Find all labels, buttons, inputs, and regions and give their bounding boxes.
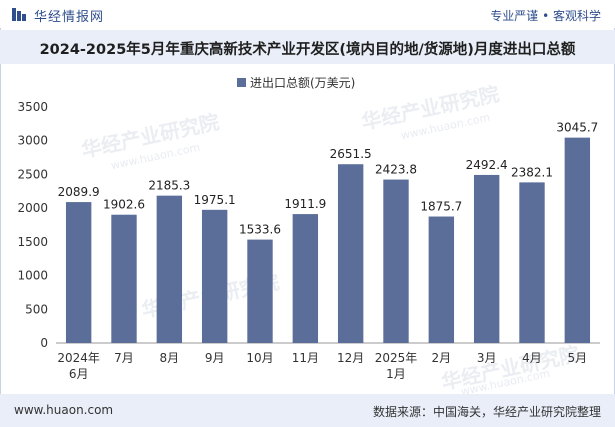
bar [201,209,228,343]
bar [428,216,455,343]
bar-value-label: 1875.7 [420,200,462,214]
x-tick-label-line: 10月 [246,351,273,365]
x-tick-label-line: 9月 [205,351,225,365]
brand-name: 华经情报网 [34,10,105,25]
bar [292,214,319,343]
top-bar: 华经情报网 专业严谨 • 客观科学 [0,0,615,28]
value-labels: 2089.9 2024年 6月 1902.6 7月 2185.3 8月 1975.1 9月 153… [57,121,598,381]
bar [519,182,545,343]
legend-label: 进出口总额(万美元) [250,76,355,90]
x-tick-label-line: 11月 [292,351,319,365]
logo-icon [12,8,26,21]
bar-value-label: 1975.1 [194,193,236,207]
footer: www.huaon.com 数据来源：中国海关，华经产业研究院整理 [0,394,615,427]
y-tick-label: 2000 [17,201,48,215]
x-tick-label: 5月 [568,351,588,365]
legend: 进出口总额(万美元) [237,76,355,90]
x-tick-label: 9月 [205,351,225,365]
bar [383,179,409,343]
axes: 0 500 1000 1500 2000 2500 3000 3500 [17,100,600,350]
x-tick-label-line: 2024年 [57,351,100,365]
y-tick-label: 0 [40,336,48,350]
bar [65,202,92,343]
x-tick-label: 4月 [522,351,542,365]
x-tick-label-line: 7月 [114,351,134,365]
y-tick-label: 1500 [17,235,48,249]
bar [247,239,273,343]
x-tick-label: 7月 [114,351,134,365]
x-tick-label: 10月 [246,351,273,365]
bar [337,164,364,343]
title-band: 2024-2025年5月年重庆高新技术产业开发区(境内目的地/货源地)月度进出口… [0,30,615,64]
x-tick-label: 12月 [337,351,364,365]
bar-value-label: 1533.6 [239,223,281,237]
y-tick-label: 500 [25,302,48,316]
chart-title: 2024-2025年5月年重庆高新技术产业开发区(境内目的地/货源地)月度进出口… [39,42,576,58]
bars [65,137,591,343]
bar-value-label: 2089.9 [58,185,100,199]
x-tick-label: 2025年 1月 [375,351,418,381]
x-tick-label: 3月 [477,351,497,365]
slogan: 专业严谨 • 客观科学 [490,9,601,23]
x-tick-label-line: 1月 [386,367,406,381]
x-tick-label-line: 4月 [522,351,542,365]
x-tick-label: 11月 [292,351,319,365]
bar-value-label: 2651.5 [330,147,372,161]
legend-swatch [237,78,246,87]
bar-value-label: 2382.1 [511,165,553,179]
bar-value-label: 2185.3 [148,179,190,193]
x-tick-label-line: 5月 [568,351,588,365]
x-tick-label: 2024年 6月 [57,351,100,381]
bar-value-label: 1911.9 [284,197,326,211]
bar-value-label: 2492.4 [466,158,508,172]
y-tick-label: 3000 [17,134,48,148]
bar-value-label: 1902.6 [103,198,145,212]
x-tick-label-line: 2025年 [375,351,418,365]
x-tick-label-line: 12月 [337,351,364,365]
bar [564,137,591,343]
y-tick-label: 3500 [17,100,48,114]
x-tick-label-line: 3月 [477,351,497,365]
x-tick-label-line: 6月 [69,367,89,381]
x-tick-label-line: 8月 [160,351,180,365]
x-tick-label-line: 2月 [432,351,452,365]
x-tick-label: 8月 [160,351,180,365]
footer-website: www.huaon.com [14,403,114,417]
bar-value-label: 3045.7 [556,121,598,135]
bar [156,195,183,343]
x-tick-label: 2月 [432,351,452,365]
footer-source: 数据来源：中国海关，华经产业研究院整理 [372,405,601,419]
bar [111,214,137,343]
y-tick-label: 1000 [17,269,48,283]
bar-value-label: 2423.8 [375,163,417,177]
bar [473,174,500,343]
y-tick-label: 2500 [17,167,48,181]
